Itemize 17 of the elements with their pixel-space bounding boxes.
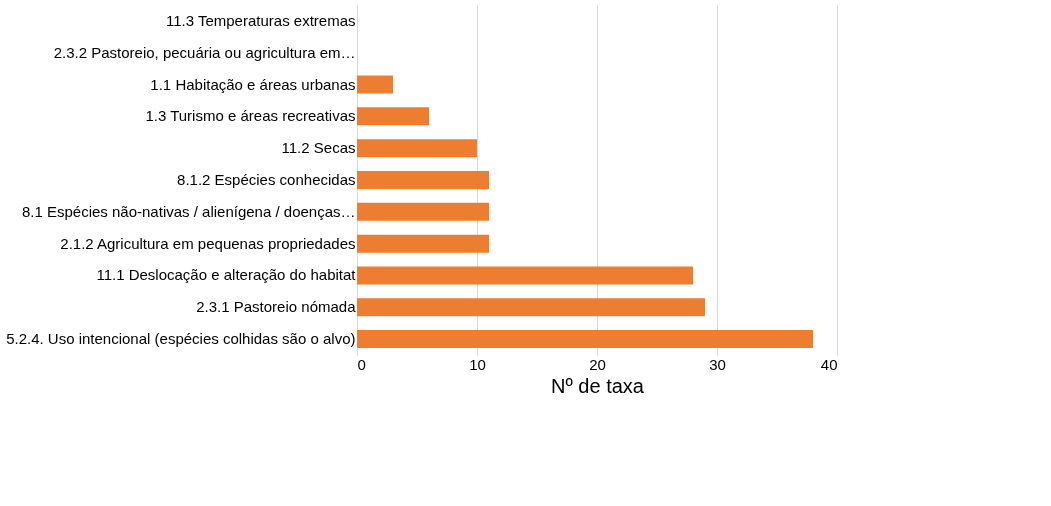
- y-tick-label: 5.2.4. Uso intencional (espécies colhidas são o alvo): [6, 330, 356, 348]
- y-tick-label: 1.3 Turismo e áreas recreativas: [145, 107, 356, 125]
- y-tick-label: 11.2 Secas: [281, 139, 356, 157]
- y-tick-label: 11.3 Temperaturas extremas: [165, 11, 356, 29]
- y-tick-label: 2.3.2 Pastoreio, pecuária ou agricultura em…: [53, 43, 356, 61]
- y-tick-label: 1.1 Habitação e áreas urbanas: [150, 75, 356, 93]
- y-tick-label: 2.1.2 Agricultura em pequenas propriedades: [60, 234, 356, 252]
- x-tick-label: 0: [357, 355, 366, 373]
- y-tick-label: 8.1.2 Espécies conhecidas: [177, 171, 356, 188]
- x-tick-label: 20: [589, 355, 606, 373]
- y-tick-label: 8.1 Espécies não-nativas / alienígena / doenças…: [21, 202, 356, 220]
- x-tick-label: 10: [469, 355, 486, 373]
- x-tick-label: 40: [820, 355, 838, 373]
- y-tick-label: 11.1 Deslocação e alteração do habitat: [96, 266, 357, 284]
- y-tick-label: 2.3.1 Pastoreio nómada: [196, 298, 357, 316]
- x-axis-title: Nº de taxa: [551, 374, 645, 397]
- x-tick-label: 30: [709, 355, 726, 373]
